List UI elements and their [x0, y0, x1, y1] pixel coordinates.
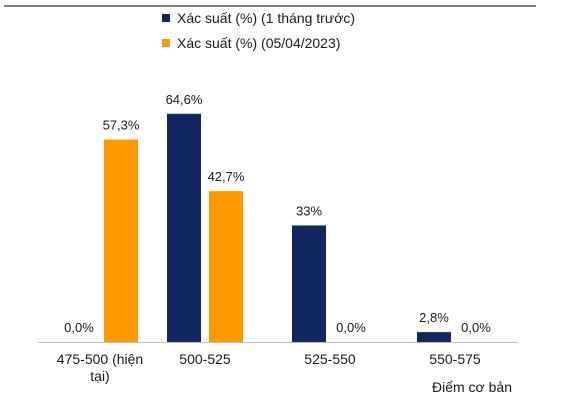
legend-swatch-1 — [162, 14, 170, 22]
data-label-s2-c1: 57,3% — [103, 118, 140, 133]
bar-s2-c2 — [209, 191, 243, 342]
data-label-s1-c4: 2,8% — [419, 310, 449, 325]
legend-label-2: Xác suất (%) (05/04/2023) — [177, 35, 340, 51]
data-label-s2-c2: 42,7% — [208, 169, 245, 184]
x-tick-labels: 475-500 (hiện tại) 500-525 525-550 550-575 — [57, 351, 481, 384]
bar-s1-c2 — [167, 113, 201, 342]
data-label-s1-c1: 0,0% — [64, 320, 94, 335]
data-label-s1-c3: 33% — [296, 203, 322, 218]
x-tick-label-1: 475-500 (hiện tại) — [57, 351, 143, 384]
x-tick-label-2: 500-525 — [179, 351, 231, 367]
x-axis-title: Điểm cơ bản — [432, 379, 512, 395]
data-label-s2-c4: 0,0% — [461, 320, 491, 335]
data-label-s2-c3: 0,0% — [336, 320, 366, 335]
data-labels: 0,0% 64,6% 33% 2,8% 57,3% 42,7% 0,0% 0,0% — [64, 92, 491, 335]
legend-label-1: Xác suất (%) (1 tháng trước) — [177, 10, 355, 26]
x-tick-label-4: 550-575 — [429, 351, 481, 367]
x-tick-label-3: 525-550 — [304, 351, 356, 367]
data-label-s1-c2: 64,6% — [166, 92, 203, 107]
bar-s1-c3 — [292, 225, 326, 342]
legend-swatch-2 — [162, 39, 170, 47]
legend: Xác suất (%) (1 tháng trước) Xác suất (%)… — [162, 10, 355, 51]
bar-s2-c1 — [104, 139, 138, 342]
bars — [104, 113, 451, 342]
bar-s1-c4 — [417, 332, 451, 342]
